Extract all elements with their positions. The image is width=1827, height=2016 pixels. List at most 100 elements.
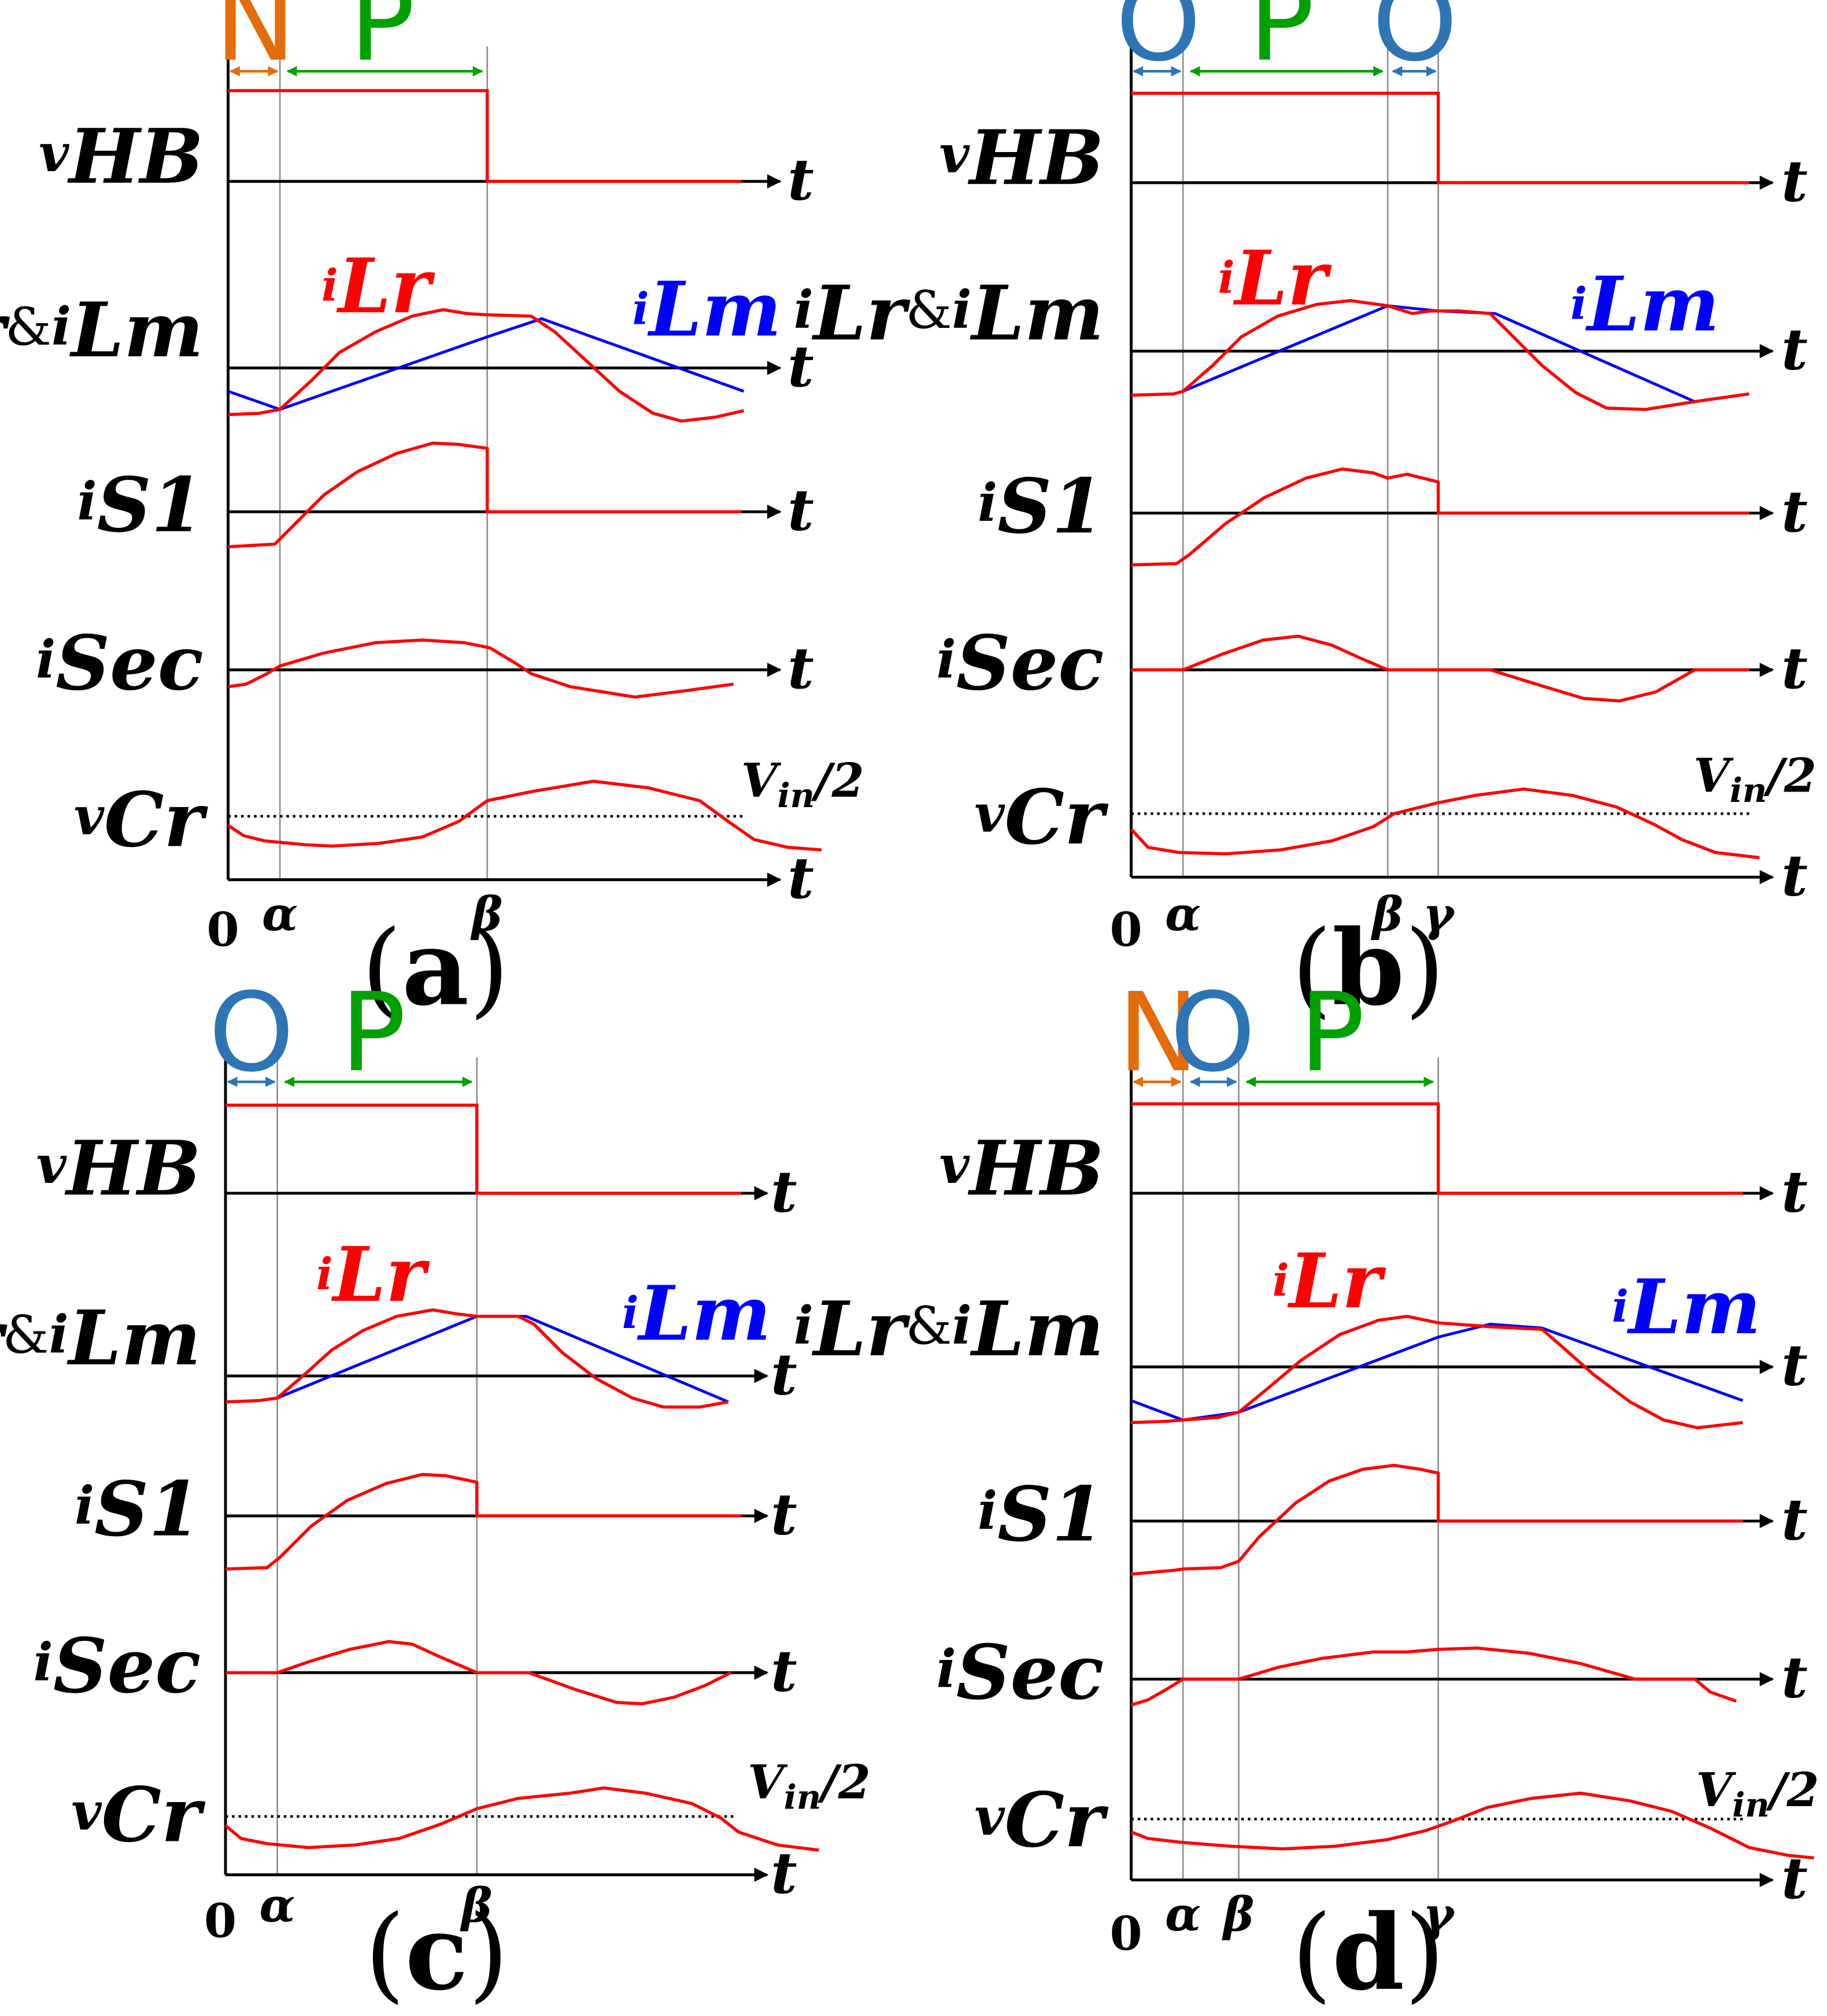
panel-c-trace-label-ilm-sub: Lm xyxy=(637,1269,771,1357)
panel-d-time-marker: α xyxy=(1165,1887,1201,1942)
panel-c-label-amp: & xyxy=(3,1305,49,1366)
panel-b-time-symbol: t xyxy=(1781,478,1808,545)
panel-a-caption-open: ( xyxy=(361,909,402,1029)
panel-d-trace-label-ilr-sub: Lr xyxy=(1287,1237,1386,1325)
panel-c-vin-sub: in xyxy=(784,1777,821,1817)
panel-a-trace-label-ilr-main: i xyxy=(321,259,338,311)
panel-d-label-isec-sub: Sec xyxy=(956,1628,1104,1717)
panel-c-phase-label: O xyxy=(209,970,294,1096)
panel-a-label-ilm-sub: Lm xyxy=(69,286,204,374)
panel-b-vin-main: V xyxy=(1693,748,1734,803)
panel-a-vcr-trace xyxy=(227,779,822,852)
panel-a-label-vcr-main: v xyxy=(74,786,105,847)
panel-d-label-amp: & xyxy=(906,1296,952,1356)
panel-a-vhb-trace xyxy=(228,89,741,183)
panel-d-label-isec: iSec xyxy=(937,1628,1104,1717)
panel-b-caption-open: ( xyxy=(1292,909,1332,1029)
panel-d-caption-open: ( xyxy=(1292,1893,1332,2014)
panel-c-trace-label-ilr: iLr xyxy=(316,1230,430,1319)
panel-d-time-symbol: t xyxy=(1781,1486,1808,1553)
panel-a-ilr-trace xyxy=(228,308,745,423)
panel-d-caption: (d) xyxy=(1292,1892,1445,2014)
panel-b-trace-label-ilr: iLr xyxy=(1218,234,1332,323)
panel-c-label-ilr-ilm: iLr&iLm xyxy=(0,1294,201,1382)
panel-b-label-isec: iSec xyxy=(937,619,1104,707)
panel-b-caption-letter: b xyxy=(1332,908,1404,1029)
panel-c-trace-label-ilr-main: i xyxy=(316,1248,333,1300)
panel-d-vin-tail: /2 xyxy=(1766,1763,1819,1818)
panel-c-caption-letter: c xyxy=(405,1892,468,2014)
panel-b-time-symbol: t xyxy=(1781,842,1808,909)
panel-b-vin-tail: /2 xyxy=(1763,748,1817,803)
panel-b-is1-trace xyxy=(1131,467,1750,567)
panel-c-label-vhb-sub: HB xyxy=(64,1124,201,1212)
panel-a-label-vhb: vHB xyxy=(39,112,204,201)
panel-d-vin-half-label: Vin/2 xyxy=(1696,1763,1819,1825)
panel-d-vhb-trace xyxy=(1131,1102,1743,1195)
panel-d-caption-letter: d xyxy=(1332,1892,1404,2014)
panel-a-trace-label-ilr: iLr xyxy=(321,242,435,330)
panel-b-label-vcr-sub: Cr xyxy=(1005,773,1109,861)
panel-c-label-is1-sub: S1 xyxy=(94,1465,201,1553)
panel-d-phase-label: N xyxy=(1118,970,1199,1096)
panel-c-label-isec: iSec xyxy=(34,1622,201,1710)
panel-d-time-symbol: t xyxy=(1781,1332,1808,1399)
panel-a-label-vhb-sub: HB xyxy=(66,112,204,201)
panel-b-label-vhb-sub: HB xyxy=(967,113,1104,202)
panel-b-time-marker: β xyxy=(1370,887,1403,942)
panel-a-label-isec-main: i xyxy=(36,630,56,690)
panel-d-ilr-trace xyxy=(1131,1315,1743,1430)
panel-d-label-ilm-sub: Lm xyxy=(970,1285,1104,1373)
panel-a-time-symbol: t xyxy=(787,635,814,702)
panel-c-origin-label: 0 xyxy=(204,1893,236,1948)
panel-c-caption-close: ) xyxy=(468,1893,509,2014)
panel-a-vin-sub: in xyxy=(778,775,815,815)
panel-a-is1-trace xyxy=(228,441,741,549)
panel-d-vin-main: V xyxy=(1696,1763,1737,1818)
panel-a-caption-letter: a xyxy=(402,908,469,1029)
panel-b-label-isec-main: i xyxy=(937,630,956,690)
panel-c-trace-label-ilr-sub: Lr xyxy=(331,1230,430,1319)
panel-b-trace-label-ilm-sub: Lm xyxy=(1585,260,1719,348)
panel-c-time-symbol: t xyxy=(771,1481,797,1548)
panel-c-label-ilm-sub: Lm xyxy=(66,1294,201,1382)
panel-a-label-is1: iS1 xyxy=(77,461,204,549)
panel-d-trace-label-ilm-main: i xyxy=(1612,1280,1629,1332)
panel-b-trace-label-ilr-sub: Lr xyxy=(1233,234,1332,323)
panel-d-label-ilr-sub: Lr xyxy=(811,1285,911,1373)
panel-b-time-symbol: t xyxy=(1781,147,1808,214)
panel-c-caption: (c) xyxy=(365,1892,509,2014)
panel-d-trace-label-ilm: iLm xyxy=(1612,1263,1761,1351)
panel-a-time-marker: β xyxy=(470,887,503,942)
panel-c-vin-half-label: Vin/2 xyxy=(748,1755,871,1817)
panel-a-vin-half-label: Vin/2 xyxy=(741,753,864,815)
panel-b-label-ilm-main: i xyxy=(952,280,971,341)
panel-a-time-symbol: t xyxy=(787,333,814,400)
panel-a-label-ilm-main: i xyxy=(51,297,71,357)
panel-c-trace-label-ilm: iLm xyxy=(622,1269,771,1357)
panel-b-label-vhb: vHB xyxy=(940,113,1104,202)
panel-b-caption: (b) xyxy=(1292,908,1445,1029)
panel-d-time-marker: γ xyxy=(1423,1887,1456,1942)
panel-b-vin-sub: in xyxy=(1730,770,1767,810)
panel-a-label-isec-sub: Sec xyxy=(56,619,204,707)
panel-c-label-isec-main: i xyxy=(34,1633,53,1693)
panel-d-is1-trace xyxy=(1131,1463,1743,1576)
panel-a-trace-label-ilm-sub: Lm xyxy=(647,265,782,353)
panel-a-vin-main: V xyxy=(741,753,782,808)
panel-d-label-vcr-sub: Cr xyxy=(1005,1775,1109,1864)
panel-a-time-symbol: t xyxy=(787,146,814,213)
panel-a-caption-close: ) xyxy=(469,909,509,1029)
panel-d-phase-label: O xyxy=(1170,970,1256,1096)
panel-d-label-vhb: vHB xyxy=(940,1124,1104,1212)
panel-c-time-symbol: t xyxy=(771,1638,797,1705)
panel-d-label-ilr-main: i xyxy=(794,1296,813,1356)
panel-d-time-symbol: t xyxy=(1781,1158,1808,1225)
panel-b-label-vcr: vCr xyxy=(974,773,1109,861)
panel-b-time-symbol: t xyxy=(1781,316,1808,383)
panel-a-label-is1-main: i xyxy=(77,472,97,532)
panel-b-isec-trace xyxy=(1131,634,1750,703)
panel-d-time-symbol: t xyxy=(1781,1845,1808,1912)
panel-d-isec-trace xyxy=(1130,1646,1737,1707)
panel-a-label-is1-sub: S1 xyxy=(97,461,204,549)
